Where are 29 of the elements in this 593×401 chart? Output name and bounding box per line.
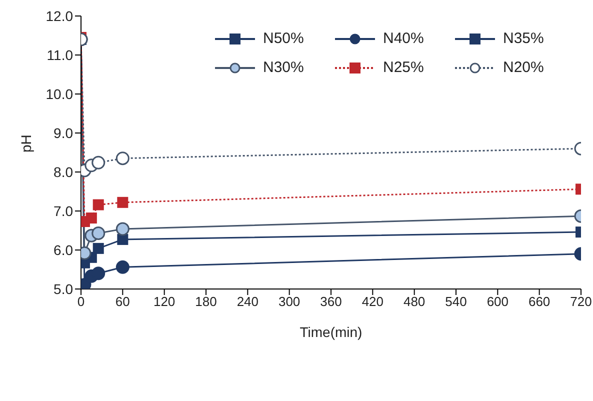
x-tick-label: 600: [486, 294, 509, 310]
y-tick-label: 9.0: [54, 124, 74, 141]
legend-label: N25%: [383, 59, 424, 76]
y-tick-label: 5.0: [54, 280, 74, 297]
x-tick-label: 360: [320, 294, 342, 310]
y-tick-label: 10.0: [46, 86, 74, 102]
y-tick-label: 12.0: [46, 8, 74, 24]
x-tick-label: 0: [77, 294, 85, 310]
legend-label: N40%: [383, 30, 424, 47]
x-tick-label: 720: [570, 294, 592, 310]
legend-label: N30%: [263, 59, 304, 76]
legend-label: N35%: [503, 30, 544, 47]
x-tick-label: 420: [362, 294, 384, 310]
y-tick-label: 11.0: [46, 46, 74, 63]
x-tick-label: 120: [153, 294, 176, 310]
x-tick-label: 60: [115, 294, 130, 310]
y-tick-label: 8.0: [54, 164, 74, 180]
y-axis-title: pH: [18, 134, 34, 152]
y-tick-label: 7.0: [54, 202, 74, 219]
x-tick-label: 480: [403, 294, 426, 310]
legend-label: N50%: [263, 30, 304, 47]
y-tick-label: 6.0: [54, 242, 74, 258]
x-tick-label: 240: [236, 294, 259, 310]
x-tick-label: 540: [445, 294, 467, 310]
x-tick-label: 660: [528, 294, 550, 310]
x-tick-label: 180: [195, 294, 217, 310]
x-tick-label: 300: [278, 294, 300, 310]
x-axis-title: Time(min): [300, 324, 362, 340]
legend-label: N20%: [503, 59, 544, 76]
